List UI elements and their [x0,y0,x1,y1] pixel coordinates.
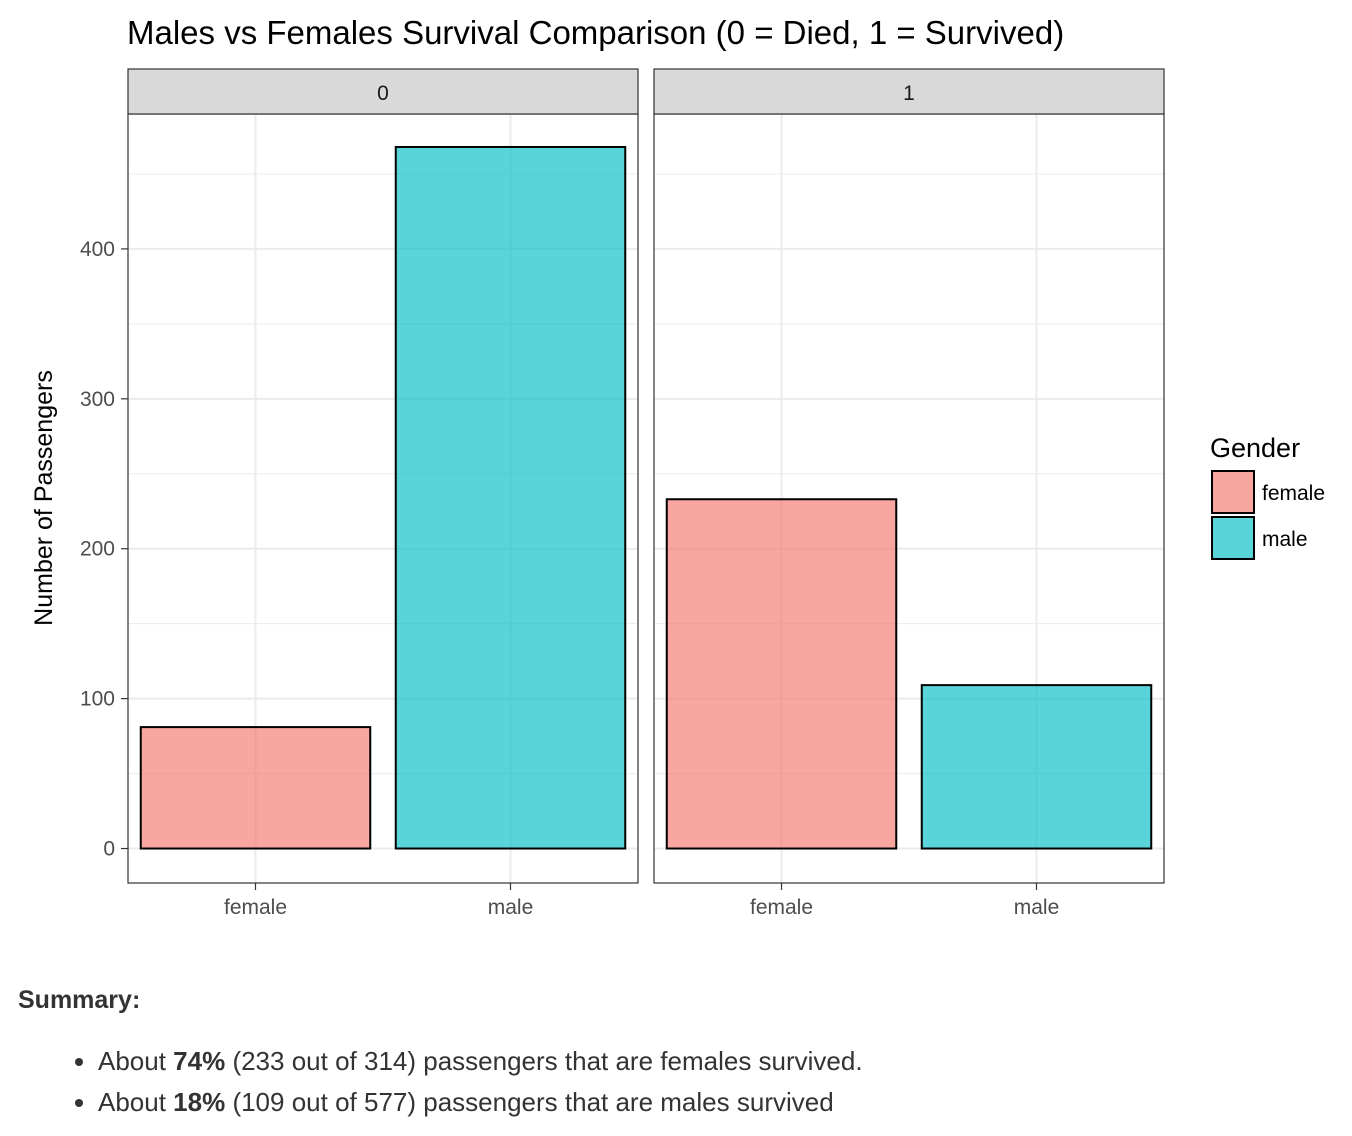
y-tick-label: 200 [80,538,115,561]
bar-male [394,145,627,850]
legend-label: female [1262,482,1325,505]
facet-strip [653,68,1165,115]
summary-item: About 18% (109 out of 577) passengers th… [98,1082,1318,1123]
facet-strip-label: 1 [903,82,915,105]
bar-male [920,684,1153,850]
facet-strip [127,68,639,115]
summary-item-prefix: About [98,1087,174,1117]
y-tick-label: 400 [80,238,115,261]
legend-label: male [1262,528,1308,551]
x-tick-label: female [750,896,813,919]
faceted-bar-chart: Males vs Females Survival Comparison (0 … [30,14,1325,919]
summary-item-prefix: About [98,1046,174,1076]
summary-list: About 74% (233 out of 314) passengers th… [18,1041,1318,1123]
legend: Gender female male [1210,433,1325,560]
y-tick-label: 0 [103,838,115,861]
summary-section: Summary: About 74% (233 out of 314) pass… [18,986,1318,1123]
summary-item: About 74% (233 out of 314) passengers th… [98,1041,1318,1082]
summary-heading: Summary: [18,986,141,1014]
x-tick-label: female [224,896,287,919]
chart-title: Males vs Females Survival Comparison (0 … [127,14,1064,51]
facet-strip-label: 0 [377,82,389,105]
facet-panel: 0 female male [127,68,639,919]
bar-female [139,726,372,850]
y-tick-label: 300 [80,388,115,411]
facet-panel: 1 female male [653,68,1165,919]
y-tick-label: 100 [80,688,115,711]
summary-item-percent: 74% [173,1046,226,1076]
summary-item-text: (233 out of 314) passengers that are fem… [225,1046,863,1076]
legend-title: Gender [1210,433,1300,463]
summary-item-percent: 18% [173,1087,226,1117]
y-axis-label: Number of Passengers [30,370,58,626]
summary-item-text: (109 out of 577) passengers that are mal… [225,1087,834,1117]
x-tick-label: male [1014,896,1060,919]
legend-key-female [1211,470,1255,514]
bar-female [665,498,898,850]
legend-key-male [1211,516,1255,560]
x-tick-label: male [488,896,534,919]
